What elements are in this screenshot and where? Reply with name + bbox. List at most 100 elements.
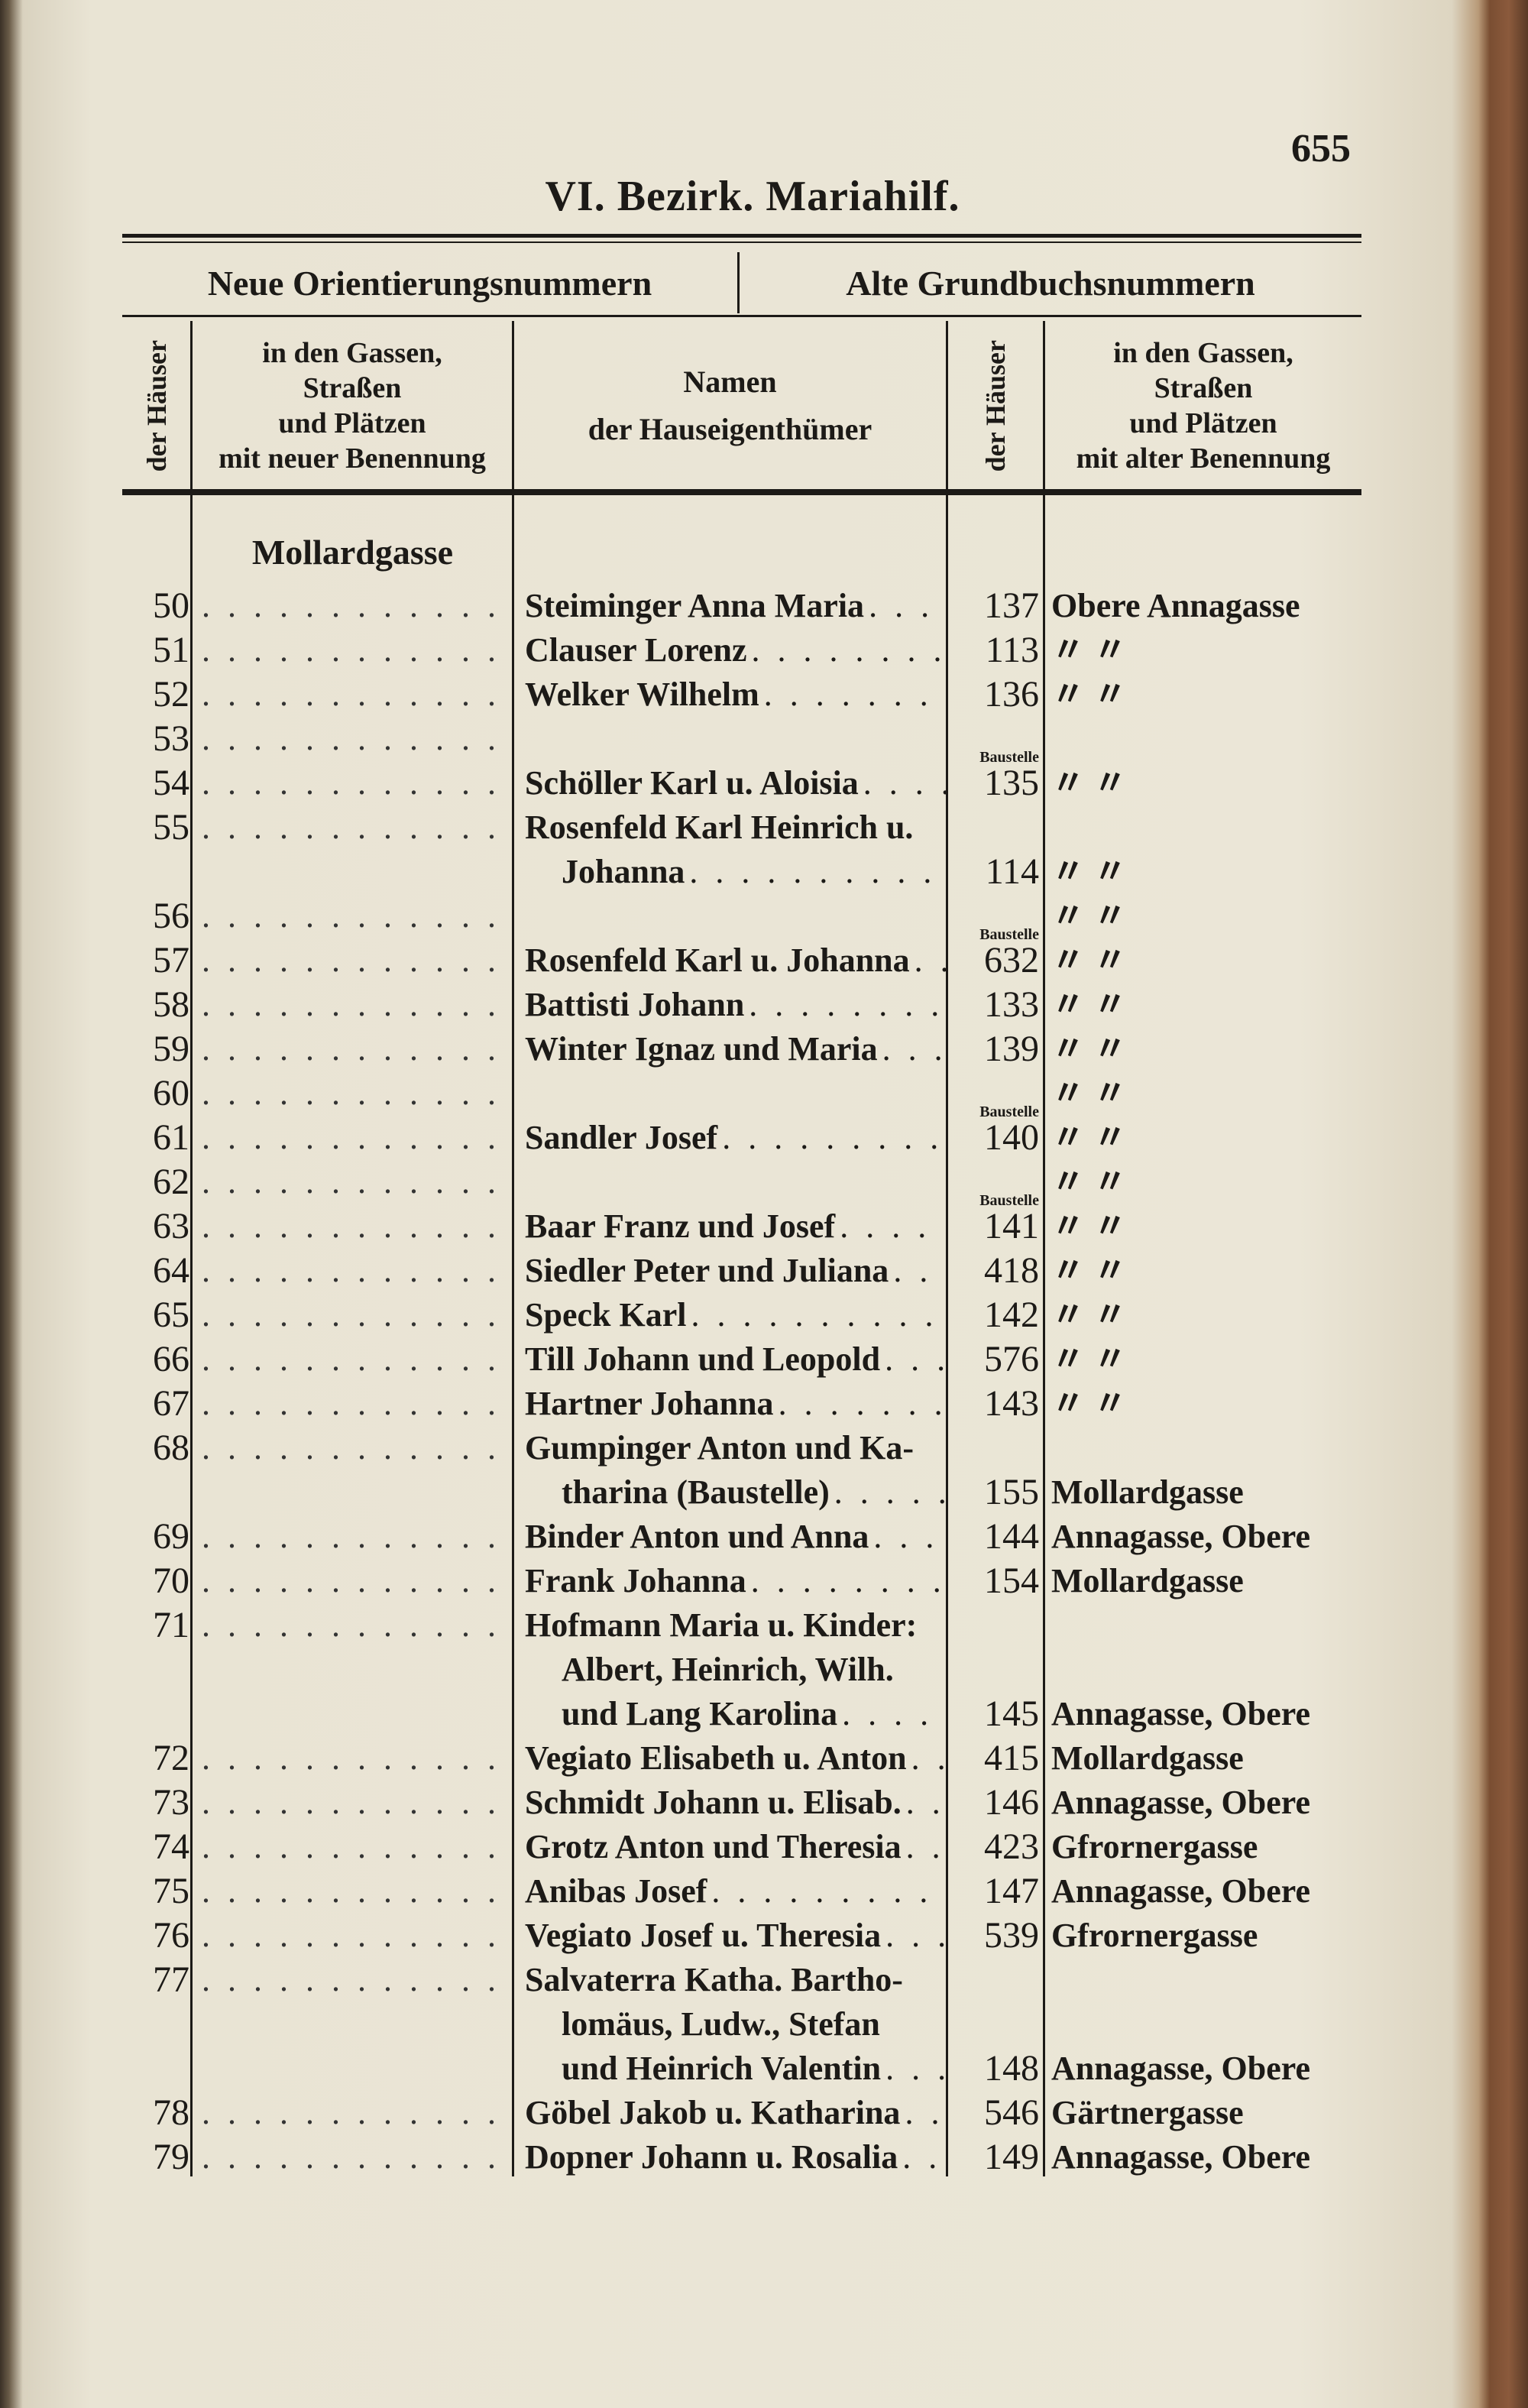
old-house-number: 139 <box>948 1030 1044 1068</box>
dot-leader: . . . . . . . . . . . . . . . . . . . . … <box>202 1340 514 1378</box>
dot-leader: . . . . . . . . . . . . . . . . . . . . … <box>763 676 948 713</box>
dot-leader: . . . . . . . . . . . . . . . . . . . . … <box>885 1917 948 1954</box>
house-number: 58 <box>153 984 189 1025</box>
old-number-text: 155 <box>984 1472 1039 1512</box>
dot-leader: . . . . . . . . . . . . . . . . . . . . … <box>202 1296 514 1334</box>
top-rule <box>122 234 1361 238</box>
owner-name-text: Frank Johanna <box>525 1562 746 1599</box>
old-number-text: 141 <box>984 1206 1039 1246</box>
house-number: 71 <box>153 1605 189 1645</box>
old-house-number: 423 <box>948 1828 1044 1866</box>
owner-name-text: tharina (Baustelle) <box>562 1473 830 1511</box>
house-number: 66 <box>153 1339 189 1379</box>
owner-name-text: Battisti Johann <box>525 986 745 1023</box>
top-rule-thin <box>122 241 1361 243</box>
old-street: 〃 〃 <box>1051 1163 1127 1201</box>
dot-leader: . . . . . . . . . . . . . . . . . . . . … <box>202 587 514 624</box>
owner-name: Vegiato Josef u. Theresia. . . . . . . .… <box>514 1917 948 1955</box>
column-divider <box>190 495 193 2176</box>
owner-name: Dopner Johann u. Rosalia. . . . . . . . … <box>514 2138 948 2176</box>
note-baustelle: Baustelle <box>979 749 1039 766</box>
old-number-text: 146 <box>984 1782 1039 1823</box>
header-bottom-rule <box>122 489 1361 495</box>
old-street: 〃 〃 <box>1051 1385 1127 1422</box>
owner-name-text: Schmidt Johann u. Elisab. <box>525 1784 902 1821</box>
old-street: Mollardgasse <box>1051 1739 1244 1777</box>
col-label: Straßen <box>1154 372 1253 404</box>
col-label: in den Gassen, <box>1113 337 1293 369</box>
old-street: Annagasse, Obere <box>1051 1518 1310 1555</box>
old-house-number: 140 <box>948 1119 1044 1157</box>
note-baustelle: Baustelle <box>979 1192 1039 1209</box>
owner-name-text: Rosenfeld Karl u. Johanna <box>525 941 910 979</box>
column-divider <box>512 495 514 2176</box>
dot-leader: . . . . . . . . . . . . . . . . . . . . … <box>202 1739 514 1777</box>
dot-leader: . . . . . . . . . . . . . . . . . . . . … <box>202 720 514 757</box>
table-row: 70 . . . . . . . . . . . . . . . . . . . … <box>122 1556 1361 1600</box>
old-street: Obere Annagasse <box>1051 587 1300 624</box>
owner-name: Johanna. . . . . . . . . . . . . . . . .… <box>514 853 948 891</box>
dot-leader: . . . . . . . . . . . . . . . . . . . . … <box>711 1872 948 1910</box>
old-house-number: 143 <box>948 1385 1044 1423</box>
dot-leader: . . . . . . . . . . . . . . . . . . . . … <box>202 1917 514 1954</box>
old-street: Gfrornergasse <box>1051 1828 1258 1865</box>
owner-name: Schöller Karl u. Aloisia. . . . . . . . … <box>514 764 948 802</box>
house-number: 54 <box>153 763 189 803</box>
dot-leader: . . . . . . . . . . . . . . . . . . . . … <box>834 1473 948 1511</box>
dot-leader: . . . . . . . . . . . . . . . . . . . . … <box>842 1695 948 1732</box>
col-new-no: der Häuser <box>122 321 193 491</box>
old-street: 〃 〃 <box>1051 1207 1127 1245</box>
table-row: 63 . . . . . . . . . . . . . . . . . . . … <box>122 1201 1361 1246</box>
col-label: Straßen <box>303 372 402 404</box>
table-row: 54 . . . . . . . . . . . . . . . . . . . … <box>122 758 1361 802</box>
dot-leader: . . . . . . . . . . . . . . . . . . . . … <box>778 1385 948 1422</box>
house-number: 59 <box>153 1029 189 1069</box>
dot-leader: . . . . . . . . . . . . . . . . . . . . … <box>202 1872 514 1910</box>
old-street: Gärtnergasse <box>1051 2094 1244 2131</box>
col-label: mit alter Benennung <box>1076 442 1331 475</box>
dot-leader: . . . . . . . . . . . . . . . . . . . . … <box>902 2138 948 2176</box>
old-house-number: 147 <box>948 1872 1044 1911</box>
street-heading: Mollardgasse <box>251 533 454 572</box>
table-row: 73 . . . . . . . . . . . . . . . . . . . … <box>122 1778 1361 1822</box>
old-street: 〃 〃 <box>1051 631 1127 669</box>
owner-name: Gumpinger Anton und Ka- <box>514 1429 948 1467</box>
table-row: Albert, Heinrich, Wilh. <box>122 1645 1361 1689</box>
owner-name-text: Steiminger Anna Maria <box>525 587 865 624</box>
dot-leader: . . . . . . . . . . . . . . . . . . . . … <box>202 1429 514 1467</box>
old-street: 〃 〃 <box>1051 1030 1127 1068</box>
dot-leader: . . . . . . . . . . . . . . . . . . . . … <box>202 986 514 1023</box>
table-row: lomäus, Ludw., Stefan <box>122 1999 1361 2043</box>
col-new-street: in den Gassen, Straßen und Plätzen mit n… <box>193 321 514 491</box>
table-row: 58 . . . . . . . . . . . . . . . . . . . … <box>122 980 1361 1024</box>
col-label: Namen <box>683 365 777 399</box>
owner-name: Hartner Johanna. . . . . . . . . . . . .… <box>514 1385 948 1423</box>
owner-name-text: Speck Karl <box>525 1296 687 1334</box>
old-street: 〃 〃 <box>1051 676 1127 713</box>
old-number-text: 140 <box>984 1117 1039 1158</box>
old-number-text: 133 <box>984 984 1039 1025</box>
house-number: 51 <box>153 630 189 670</box>
owner-name: Welker Wilhelm. . . . . . . . . . . . . … <box>514 676 948 714</box>
dot-leader: . . . . . . . . . . . . . . . . . . . . … <box>202 764 514 802</box>
owner-name-text: Göbel Jakob u. Katharina <box>525 2094 901 2131</box>
section-header: Neue Orientierungsnummern Alte Grundbuch… <box>122 252 1361 313</box>
old-number-text: 148 <box>984 2048 1039 2089</box>
col-old-no: der Häuser <box>948 321 1045 491</box>
owner-name-text: Dopner Johann u. Rosalia <box>525 2138 898 2176</box>
dot-leader: . . . . . . . . . . . . . . . . . . . . … <box>863 764 948 802</box>
table-row: 69 . . . . . . . . . . . . . . . . . . . … <box>122 1512 1361 1556</box>
table-row: Johanna. . . . . . . . . . . . . . . . .… <box>122 847 1361 891</box>
old-street: 〃 〃 <box>1051 1074 1127 1112</box>
old-house-number: 141 <box>948 1207 1044 1246</box>
owner-name: Baar Franz und Josef. . . . . . . . . . … <box>514 1207 948 1246</box>
table-row: 75 . . . . . . . . . . . . . . . . . . . … <box>122 1866 1361 1911</box>
table-row: 57 . . . . . . . . . . . . . . . . . . . … <box>122 935 1361 980</box>
old-street: Mollardgasse <box>1051 1562 1244 1599</box>
dot-leader: . . . . . . . . . . . . . . . . . . . . … <box>905 1828 948 1865</box>
dot-leader: . . . . . . . . . . . . . . . . . . . . … <box>202 2094 514 2131</box>
page-title: VI. Bezirk. Mariahilf. <box>545 173 960 220</box>
old-street: Annagasse, Obere <box>1051 1872 1310 1910</box>
owner-name-text: Grotz Anton und Theresia <box>525 1828 902 1865</box>
old-house-number: 145 <box>948 1695 1044 1733</box>
